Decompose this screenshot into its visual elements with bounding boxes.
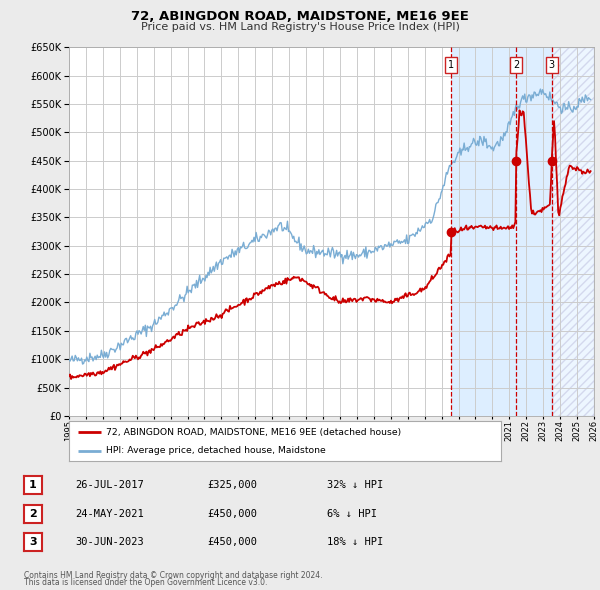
Text: 26-JUL-2017: 26-JUL-2017 — [75, 480, 144, 490]
Text: 24-MAY-2021: 24-MAY-2021 — [75, 509, 144, 519]
Bar — [516, 47, 551, 416]
Text: 2: 2 — [513, 60, 519, 70]
Text: HPI: Average price, detached house, Maidstone: HPI: Average price, detached house, Maid… — [106, 446, 325, 455]
Text: £325,000: £325,000 — [207, 480, 257, 490]
Bar — [451, 47, 516, 416]
Text: £450,000: £450,000 — [207, 537, 257, 547]
Text: 3: 3 — [29, 537, 37, 547]
Text: 72, ABINGDON ROAD, MAIDSTONE, ME16 9EE: 72, ABINGDON ROAD, MAIDSTONE, ME16 9EE — [131, 10, 469, 23]
Text: Price paid vs. HM Land Registry's House Price Index (HPI): Price paid vs. HM Land Registry's House … — [140, 22, 460, 32]
Text: 72, ABINGDON ROAD, MAIDSTONE, ME16 9EE (detached house): 72, ABINGDON ROAD, MAIDSTONE, ME16 9EE (… — [106, 428, 401, 437]
Text: Contains HM Land Registry data © Crown copyright and database right 2024.: Contains HM Land Registry data © Crown c… — [24, 571, 323, 580]
Text: 2: 2 — [29, 509, 37, 519]
Text: 1: 1 — [448, 60, 454, 70]
Text: 6% ↓ HPI: 6% ↓ HPI — [327, 509, 377, 519]
Text: 1: 1 — [29, 480, 37, 490]
Text: This data is licensed under the Open Government Licence v3.0.: This data is licensed under the Open Gov… — [24, 578, 268, 587]
Text: 3: 3 — [548, 60, 555, 70]
Text: 32% ↓ HPI: 32% ↓ HPI — [327, 480, 383, 490]
Text: £450,000: £450,000 — [207, 509, 257, 519]
Text: 18% ↓ HPI: 18% ↓ HPI — [327, 537, 383, 547]
Bar — [551, 47, 594, 416]
Text: 30-JUN-2023: 30-JUN-2023 — [75, 537, 144, 547]
